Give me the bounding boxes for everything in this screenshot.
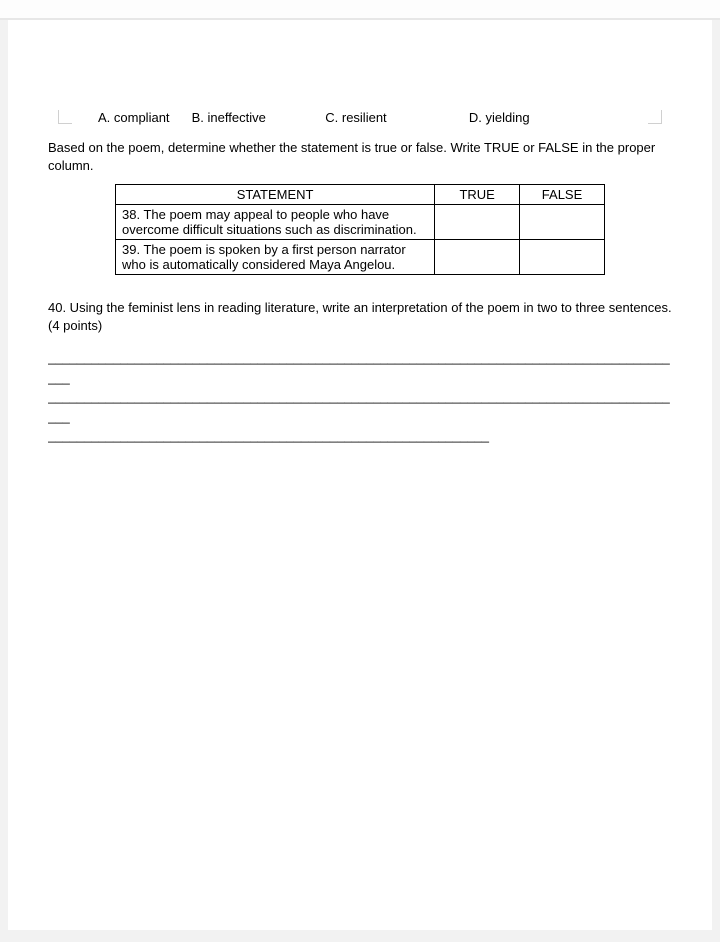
true-false-table: STATEMENT TRUE FALSE 38. The poem may ap… [115, 184, 605, 275]
crop-mark-top-right [648, 110, 662, 124]
table-header-row: STATEMENT TRUE FALSE [116, 185, 605, 205]
cell-false [520, 240, 605, 275]
true-false-instruction: Based on the poem, determine whether the… [48, 139, 672, 174]
cell-true [435, 205, 520, 240]
header-false: FALSE [520, 185, 605, 205]
mc-options-row: A. compliant B. ineffective C. resilient… [98, 110, 672, 125]
table-row: 38. The poem may appeal to people who ha… [116, 205, 605, 240]
option-a: A. compliant [98, 110, 188, 125]
option-b: B. ineffective [192, 110, 322, 125]
blank-line: ________________________________________… [48, 348, 672, 387]
document-page: A. compliant B. ineffective C. resilient… [8, 20, 712, 930]
top-gap [0, 0, 720, 18]
answer-blank-lines: ________________________________________… [48, 348, 672, 446]
option-c: C. resilient [325, 110, 465, 125]
blank-line: ________________________________________… [48, 387, 672, 426]
cell-true [435, 240, 520, 275]
question-40: 40. Using the feminist lens in reading l… [48, 299, 672, 334]
header-true: TRUE [435, 185, 520, 205]
cell-statement: 39. The poem is spoken by a first person… [116, 240, 435, 275]
header-statement: STATEMENT [116, 185, 435, 205]
cell-false [520, 205, 605, 240]
blank-line: ________________________________________… [48, 426, 672, 446]
table-row: 39. The poem is spoken by a first person… [116, 240, 605, 275]
cell-statement: 38. The poem may appeal to people who ha… [116, 205, 435, 240]
option-d: D. yielding [469, 110, 530, 125]
crop-mark-top-left [58, 110, 72, 124]
